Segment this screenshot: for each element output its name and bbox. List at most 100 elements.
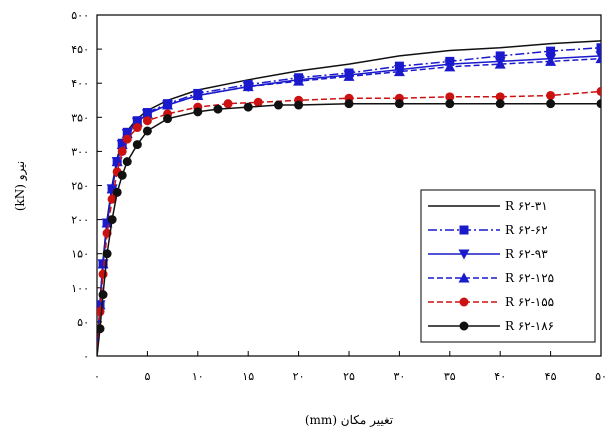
series-line — [97, 102, 601, 356]
series-4 — [97, 53, 601, 356]
legend-marker — [459, 225, 469, 235]
data-point — [142, 126, 152, 136]
y-tick-label: ۲۰۰ — [71, 214, 89, 227]
data-point — [98, 269, 108, 279]
x-tick-label: ۱۵ — [242, 370, 254, 383]
legend-label: R ۶۲-۹۳ — [505, 247, 548, 261]
x-tick-label: ۵۰ — [595, 370, 607, 383]
data-point — [142, 116, 152, 126]
data-point — [596, 43, 601, 53]
y-axis-ticks: ۰ ۵۰ ۱۰۰ ۱۵۰ ۲۰۰ ۲۵۰ ۳۰۰ ۳۵۰ ۴۰۰ ۴۵۰ ۵۰۰ — [71, 9, 102, 363]
data-point — [98, 290, 108, 300]
data-point — [444, 61, 456, 72]
legend-marker — [458, 249, 470, 260]
series-6 — [97, 99, 601, 356]
data-point — [243, 102, 253, 112]
data-point — [595, 53, 601, 64]
data-point — [122, 157, 132, 167]
legend: R ۶۲-۳۱ R ۶۲-۶۲ R ۶۲-۹۳ R ۶۲-۱۲۵ R ۶۲-۱۵۵ R ۶… — [420, 189, 596, 343]
legend-label: R ۶۲-۶۲ — [505, 223, 548, 237]
data-point — [122, 134, 132, 144]
data-point — [495, 51, 505, 61]
data-point — [97, 299, 106, 310]
series-line — [97, 90, 601, 356]
data-point — [596, 99, 601, 109]
legend-item: R ۶۲-۹۳ — [428, 247, 548, 261]
series-5 — [97, 86, 601, 356]
x-axis-label: تغییر مکان (mm) — [305, 413, 393, 427]
legend-marker — [458, 272, 470, 283]
y-tick-label: ۳۵۰ — [71, 111, 89, 124]
x-tick-label: ۵ — [144, 370, 150, 383]
legend-marker — [459, 321, 469, 331]
legend-item: R ۶۲-۱۵۵ — [428, 295, 554, 309]
data-point — [163, 114, 173, 124]
data-point — [494, 58, 506, 69]
x-tick-label: ۴۰ — [494, 370, 506, 383]
data-point — [393, 66, 405, 77]
data-point — [162, 99, 174, 110]
data-point — [344, 99, 354, 109]
x-tick-label: ۳۵ — [444, 370, 456, 383]
y-tick-label: ۰ — [83, 350, 89, 363]
y-tick-label: ۴۰۰ — [71, 77, 89, 90]
legend-label: R ۶۲-۱۸۶ — [505, 319, 554, 333]
x-tick-label: ۰ — [94, 370, 100, 383]
legend-label: R ۶۲-۳۱ — [505, 199, 548, 213]
data-point — [192, 89, 204, 100]
data-point — [546, 99, 556, 109]
y-tick-label: ۱۵۰ — [71, 248, 89, 261]
data-point — [546, 46, 556, 56]
data-point — [273, 100, 283, 110]
data-point — [223, 99, 233, 109]
x-axis-ticks: ۰ ۵ ۱۰ ۱۵ ۲۰ ۲۵ ۳۰ ۳۵ ۴۰ ۴۵ ۵۰ — [94, 351, 607, 383]
data-point — [545, 55, 557, 66]
data-point — [495, 92, 505, 102]
data-point — [132, 123, 142, 133]
legend-marker — [459, 297, 469, 307]
legend-item: R ۶۲-۶۲ — [428, 223, 548, 237]
data-point — [242, 81, 254, 92]
series-line — [97, 57, 601, 356]
data-point — [495, 99, 505, 109]
data-point — [141, 108, 153, 119]
data-point — [107, 215, 117, 225]
data-point — [293, 75, 305, 86]
data-point — [596, 86, 601, 96]
data-point — [546, 90, 556, 100]
data-point — [253, 97, 263, 107]
data-point — [394, 99, 404, 109]
data-point — [107, 194, 117, 204]
y-tick-label: ۵۰۰ — [71, 9, 89, 22]
data-point — [101, 217, 113, 228]
x-tick-label: ۴۵ — [545, 370, 557, 383]
y-axis-label: نیرو (kN) — [13, 161, 27, 211]
data-point — [112, 187, 122, 197]
series-layer — [97, 40, 601, 356]
legend-box — [420, 189, 596, 343]
y-tick-label: ۱۰۰ — [71, 282, 89, 295]
data-point — [117, 146, 127, 156]
x-tick-label: ۳۰ — [393, 370, 405, 383]
legend-label: R ۶۲-۱۵۵ — [505, 295, 554, 309]
legend-item: R ۶۲-۱۲۵ — [428, 271, 554, 285]
data-point — [117, 170, 127, 180]
data-point — [132, 140, 142, 150]
legend-item: R ۶۲-۳۱ — [428, 199, 548, 213]
y-tick-label: ۴۵۰ — [71, 43, 89, 56]
data-point — [343, 70, 355, 81]
data-point — [97, 324, 105, 334]
legend-item: R ۶۲-۱۸۶ — [428, 319, 554, 333]
data-point — [445, 99, 455, 109]
y-tick-label: ۵۰ — [77, 316, 89, 329]
data-point — [193, 107, 203, 117]
legend-label: R ۶۲-۱۲۵ — [505, 271, 554, 285]
data-point — [213, 104, 223, 114]
data-point — [445, 92, 455, 102]
y-tick-label: ۳۰۰ — [71, 145, 89, 158]
y-tick-label: ۲۵۰ — [71, 180, 89, 193]
data-point — [102, 249, 112, 259]
x-tick-label: ۱۰ — [192, 370, 204, 383]
data-point — [294, 100, 304, 110]
